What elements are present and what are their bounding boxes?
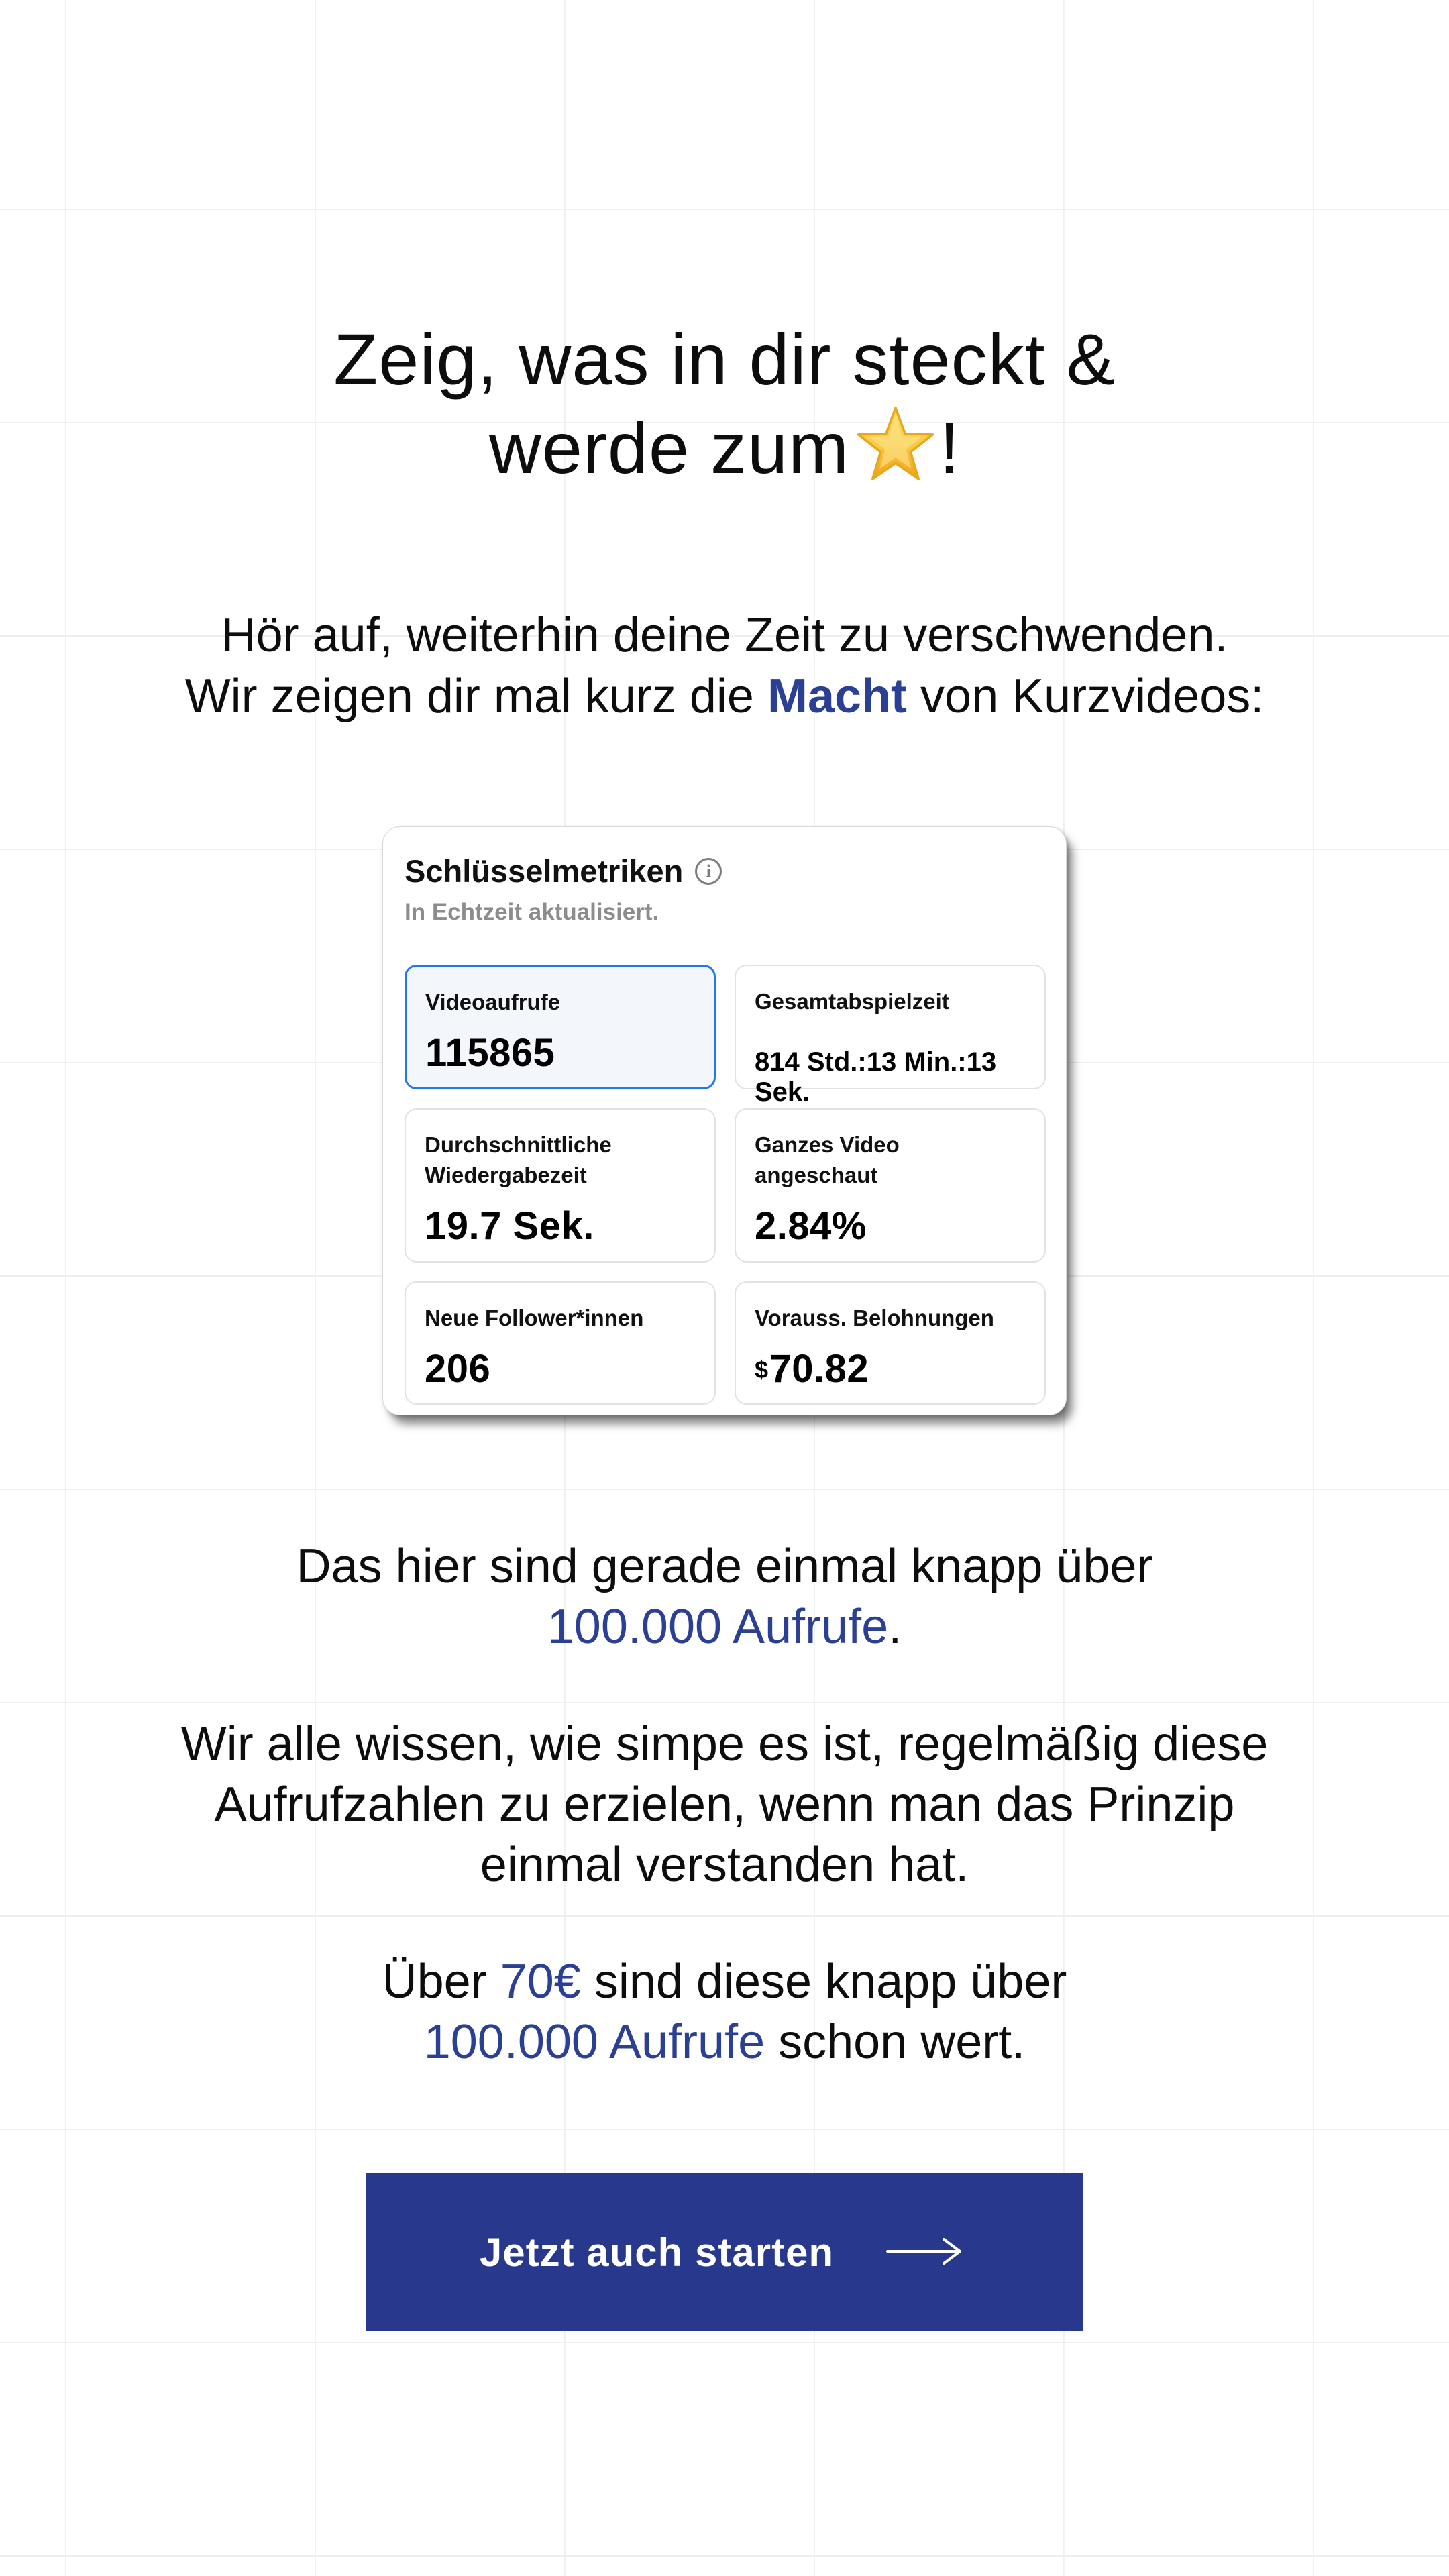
currency-symbol: $ — [755, 1356, 769, 1383]
intro-line2-before: Wir zeigen dir mal kurz die — [184, 669, 767, 723]
card-title: Schlüsselmetriken — [405, 853, 684, 889]
intro-line2-after: von Kurzvideos: — [907, 669, 1265, 723]
page-title-line2: werde zum — [488, 407, 850, 488]
page-title-line1: Zeig, was in dir steckt & — [333, 319, 1116, 400]
metric-tile-estimated-rewards[interactable]: Vorauss. Belohnungen $70.82 — [735, 1281, 1046, 1405]
glowing-star-icon — [856, 405, 935, 484]
value-claim-line1-suffix: sind diese knapp über — [580, 1955, 1067, 2008]
value-claim-views-highlight: 100.000 Aufrufe — [423, 2015, 765, 2069]
metric-value: 19.7 Sek. — [425, 1204, 594, 1248]
page-title-exclamation: ! — [939, 407, 961, 488]
metric-value: 814 Std.:13 Min.:13 Sek. — [755, 1047, 997, 1107]
value-claim-line2-suffix: schon wert. — [765, 2015, 1026, 2069]
metric-tile-watched-full-video[interactable]: Ganzes Video angeschaut 2.84% — [735, 1108, 1046, 1263]
value-claim-prefix: Über — [382, 1955, 500, 2008]
metric-label: Neue Follower*innen — [425, 1305, 644, 1330]
key-metrics-card: Schlüsselmetriken i In Echtzeit aktualis… — [382, 826, 1067, 1415]
value-claim-euro-highlight: 70€ — [500, 1955, 581, 2008]
metric-value: 206 — [425, 1347, 491, 1391]
intro-line1: Hör auf, weiterhin deine Zeit zu verschw… — [221, 608, 1228, 662]
metric-tile-total-play-time[interactable]: Gesamtabspielzeit 814 Std.:13 Min.:13 Se… — [735, 965, 1046, 1107]
info-icon[interactable]: i — [695, 857, 722, 885]
metric-label: Ganzes Video angeschaut — [755, 1132, 900, 1187]
intro-text: Hör auf, weiterhin deine Zeit zu verschw… — [185, 605, 1265, 727]
principle-line3: einmal verstanden hat. — [480, 1838, 969, 1892]
metric-value: 2.84% — [755, 1204, 867, 1248]
metric-label: Vorauss. Belohnungen — [755, 1305, 994, 1330]
metric-label: Gesamtabspielzeit — [755, 989, 949, 1014]
views-claim-text: Das hier sind gerade einmal knapp über 1… — [297, 1536, 1153, 1657]
metric-value: 115865 — [425, 1031, 555, 1075]
card-title-row: Schlüsselmetriken i — [405, 853, 1044, 890]
metric-tile-new-followers[interactable]: Neue Follower*innen 206 — [405, 1281, 716, 1405]
principle-line2: Aufrufzahlen zu erzielen, wenn man das P… — [214, 1778, 1235, 1831]
card-subtitle: In Echtzeit aktualisiert. — [405, 899, 659, 925]
principle-text: Wir alle wissen, wie simpe es ist, regel… — [181, 1714, 1269, 1895]
views-claim-highlight: 100.000 Aufrufe — [547, 1600, 889, 1654]
metric-tile-video-views[interactable]: Videoaufrufe 115865 — [405, 965, 716, 1089]
start-now-button[interactable]: Jetzt auch starten — [366, 2173, 1083, 2331]
value-claim-text: Über 70€ sind diese knapp über 100.000 A… — [382, 1951, 1067, 2072]
metric-value: $70.82 — [755, 1346, 1026, 1391]
start-now-button-label: Jetzt auch starten — [479, 2229, 835, 2275]
arrow-right-icon — [883, 2235, 969, 2269]
metric-tile-avg-watch-time[interactable]: Durchschnittliche Wiedergabezeit 19.7 Se… — [405, 1108, 716, 1263]
principle-line1: Wir alle wissen, wie simpe es ist, regel… — [180, 1717, 1269, 1771]
intro-highlight-macht: Macht — [767, 669, 908, 723]
metric-tiles-grid: Videoaufrufe 115865 Gesamtabspielzeit 81… — [405, 965, 1046, 1405]
metric-label: Durchschnittliche Wiedergabezeit — [425, 1132, 612, 1187]
page-title: Zeig, was in dir steckt & werde zum ! — [333, 315, 1115, 492]
metric-label: Videoaufrufe — [425, 989, 561, 1014]
landing-page: Zeig, was in dir steckt & werde zum ! Hö… — [181, 315, 1269, 2331]
metric-amount: 70.82 — [769, 1347, 869, 1391]
views-claim-line1: Das hier sind gerade einmal knapp über — [296, 1540, 1153, 1593]
views-claim-period: . — [888, 1600, 902, 1654]
